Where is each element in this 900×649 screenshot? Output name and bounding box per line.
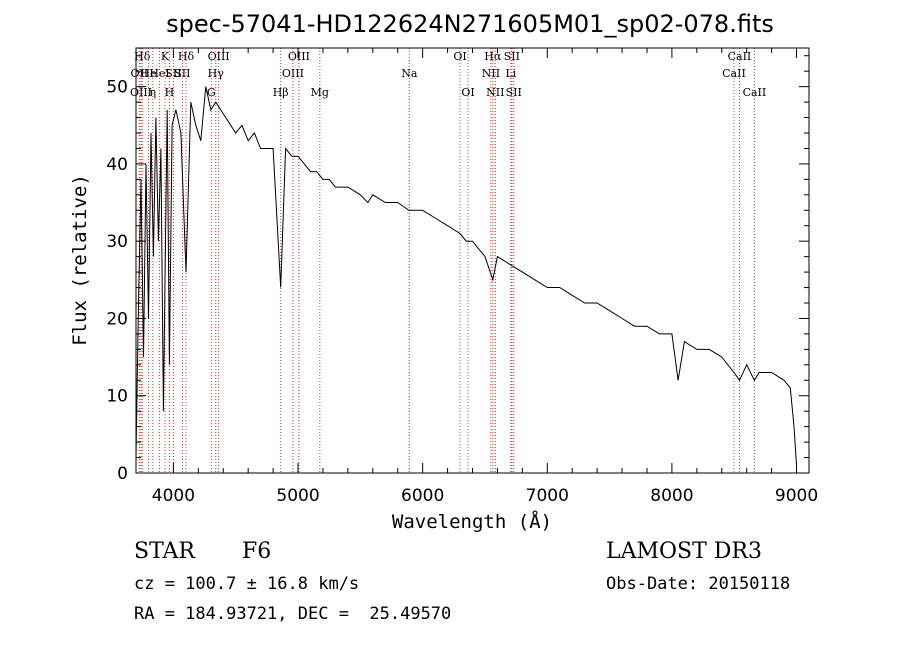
marker-label-7: SII — [165, 67, 181, 80]
marker-label-17: Mg — [311, 86, 329, 99]
marker-label-12: Hγ — [208, 67, 225, 80]
chart-title: spec-57041-HD122624N271605M01_sp02-078.f… — [166, 10, 774, 38]
coordinates: RA = 184.93721, DEC = 25.49570 — [134, 604, 452, 624]
y-tick-label-4: 40 — [106, 155, 128, 175]
y-tick-label-3: 30 — [106, 232, 128, 252]
y-tick-label-2: 20 — [106, 309, 128, 329]
marker-label-11: OIII — [208, 50, 230, 63]
marker-label-9: Hδ — [178, 50, 195, 63]
x-tick-label-4: 8000 — [650, 486, 693, 506]
x-tick-label-2: 6000 — [401, 486, 444, 506]
marker-label-21: Hα — [484, 50, 502, 63]
marker-label-13: G — [207, 86, 216, 99]
marker-label-23: NII — [486, 86, 504, 99]
marker-label-27: CaII — [728, 50, 752, 63]
y-tick-label-1: 10 — [106, 387, 128, 407]
marker-label-15: OIII — [282, 67, 304, 80]
marker-label-3: He — [140, 67, 156, 80]
marker-label-22: NII — [482, 67, 500, 80]
x-axis-label: Wavelength (Å) — [392, 510, 552, 533]
marker-label-6: HeI — [149, 67, 169, 80]
object-class: STAR — [134, 539, 195, 564]
marker-label-24: SII — [504, 50, 520, 63]
marker-label-26: SII — [506, 86, 522, 99]
marker-label-8: H — [165, 86, 175, 99]
observation-date: Obs-Date: 20150118 — [606, 574, 791, 594]
object-subclass: F6 — [242, 539, 272, 564]
spectrum-line-0 — [135, 86, 797, 466]
x-tick-label-3: 7000 — [526, 486, 569, 506]
marker-label-25: Li — [505, 67, 516, 80]
x-tick-label-0: 4000 — [152, 486, 195, 506]
y-tick-label-0: 0 — [117, 464, 128, 484]
marker-label-18: Na — [401, 67, 418, 80]
y-tick-label-5: 50 — [106, 78, 128, 98]
marker-label-20: OI — [461, 86, 474, 99]
marker-label-2: OIII — [130, 86, 152, 99]
x-tick-label-1: 5000 — [276, 486, 319, 506]
marker-label-29: CaII — [743, 86, 767, 99]
marker-label-0: Hδ — [134, 50, 151, 63]
marker-label-14: Hβ — [273, 86, 289, 99]
marker-label-10: SII — [174, 67, 190, 80]
plot-frame — [135, 47, 810, 474]
x-tick-label-5: 9000 — [775, 486, 818, 506]
marker-label-1: OII — [131, 67, 149, 80]
redshift-velocity: cz = 100.7 ± 16.8 km/s — [134, 574, 360, 594]
y-axis-label: Flux (relative) — [69, 174, 91, 346]
marker-label-19: OI — [453, 50, 466, 63]
marker-label-4: η — [150, 86, 157, 99]
marker-label-28: CaII — [722, 67, 746, 80]
marker-label-16: OIII — [288, 50, 310, 63]
axis-ticks: 4000 5000 6000 7000 8000 9000 0 10 20 30 40 50 — [106, 48, 818, 506]
spectrum-series — [135, 86, 797, 466]
survey-name: LAMOST DR3 — [606, 539, 762, 564]
marker-label-5: K — [161, 50, 170, 63]
